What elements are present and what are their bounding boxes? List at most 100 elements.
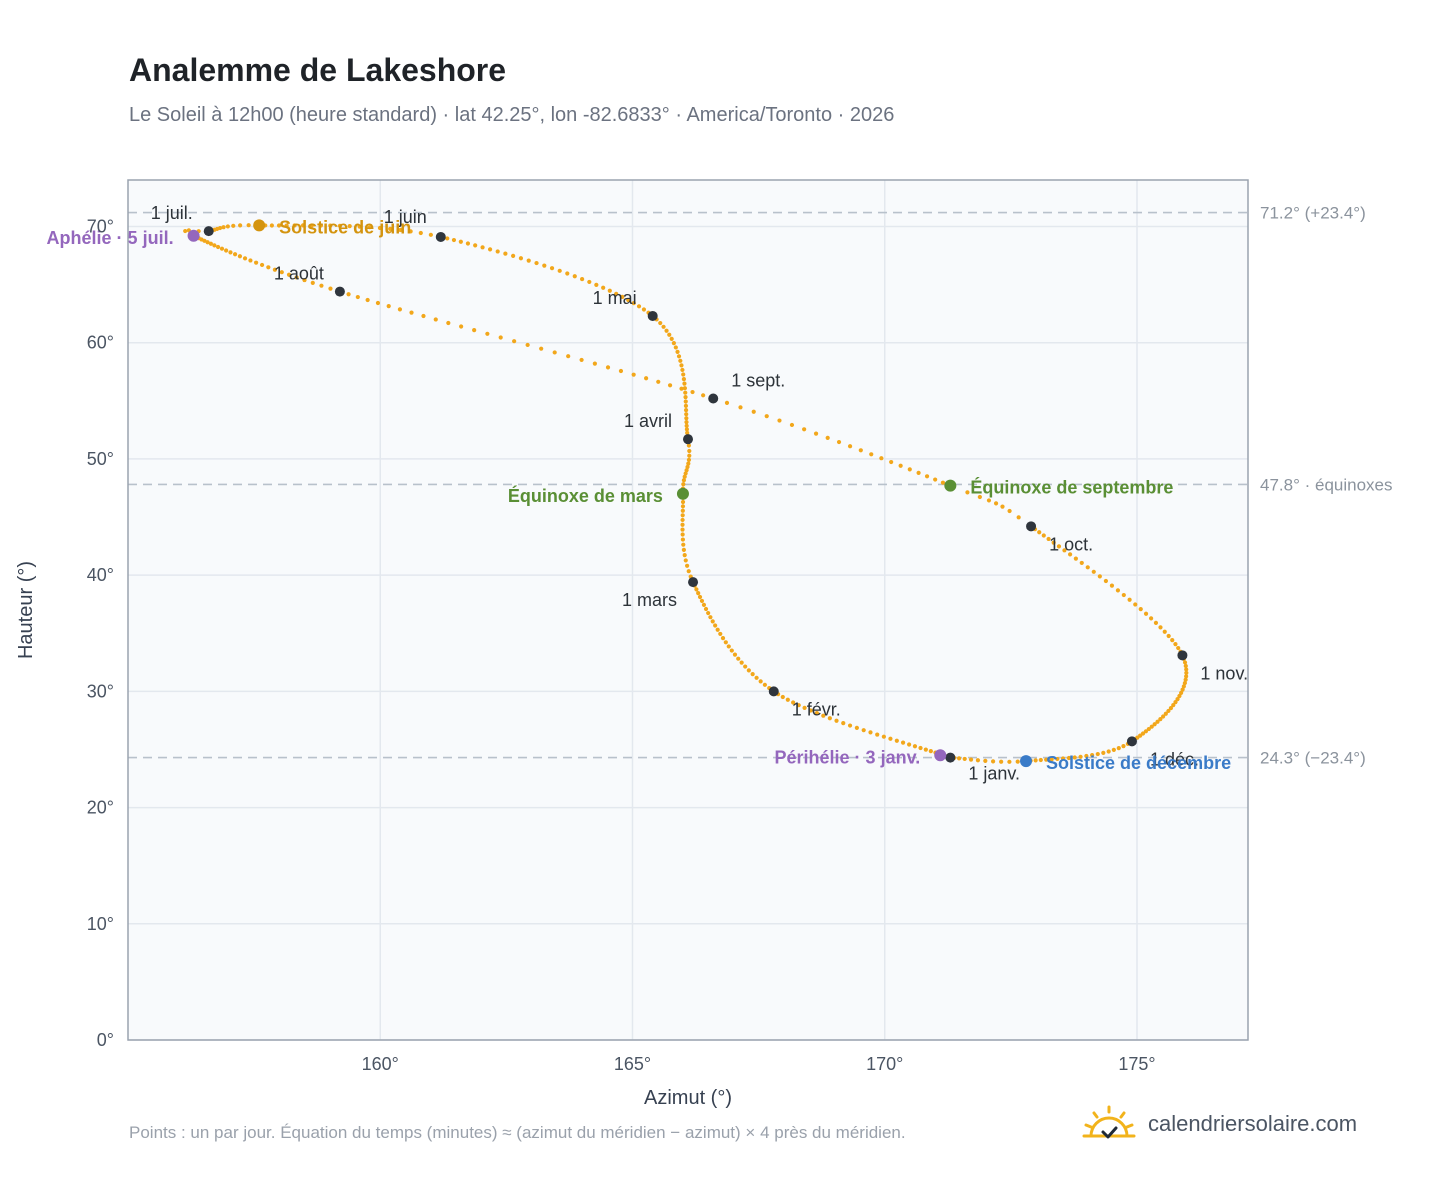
day-point xyxy=(718,631,723,637)
chart-title: Analemme de Lakeshore xyxy=(129,52,507,88)
reference-label: 24.3° (−23.4°) xyxy=(1260,749,1366,768)
x-axis-label: Azimut (°) xyxy=(644,1087,732,1109)
y-axis-label: Hauteur (°) xyxy=(15,561,37,659)
day-point xyxy=(485,331,490,336)
day-point xyxy=(1158,717,1163,722)
day-point xyxy=(1060,756,1066,761)
day-point xyxy=(542,263,547,268)
day-point xyxy=(1033,758,1038,763)
day-point xyxy=(916,470,921,475)
day-point xyxy=(685,430,690,435)
day-point xyxy=(1055,756,1060,762)
day-point xyxy=(1073,556,1078,561)
day-point xyxy=(1079,560,1084,566)
day-point xyxy=(212,243,217,248)
day-point xyxy=(1177,693,1182,699)
day-point xyxy=(1101,750,1106,755)
day-point xyxy=(993,501,999,506)
day-point xyxy=(579,357,584,363)
day-point xyxy=(318,223,324,228)
day-point xyxy=(1162,629,1167,634)
day-point xyxy=(814,711,819,716)
sun-check-icon xyxy=(1082,1105,1136,1139)
day-point xyxy=(1184,674,1189,679)
day-point xyxy=(237,254,243,259)
day-point xyxy=(658,320,663,326)
month-marker xyxy=(435,231,446,242)
day-point xyxy=(686,443,691,448)
day-point xyxy=(680,517,685,523)
day-point xyxy=(1183,677,1188,682)
day-point xyxy=(1181,684,1186,689)
x-tick-label: 160° xyxy=(362,1054,399,1074)
day-point xyxy=(687,453,692,458)
y-tick-label: 40° xyxy=(87,565,114,585)
x-tick-label: 165° xyxy=(614,1054,651,1074)
day-point xyxy=(246,223,251,228)
day-point xyxy=(968,757,974,762)
day-point xyxy=(480,245,485,250)
day-point xyxy=(764,414,769,419)
day-point xyxy=(525,342,530,348)
day-point xyxy=(723,640,728,645)
day-point xyxy=(684,468,689,473)
day-point xyxy=(1173,700,1178,705)
day-point xyxy=(875,732,880,737)
day-point xyxy=(594,282,599,287)
day-point xyxy=(1044,757,1049,762)
day-point xyxy=(685,464,690,470)
day-point xyxy=(355,294,360,300)
month-label: 1 juin xyxy=(384,207,427,227)
day-point xyxy=(292,223,297,228)
day-point xyxy=(620,294,625,299)
day-point xyxy=(681,542,686,547)
day-point xyxy=(1170,638,1175,643)
day-point xyxy=(539,346,544,351)
day-point xyxy=(310,280,315,285)
day-point xyxy=(983,758,988,763)
day-point xyxy=(276,223,282,228)
day-point xyxy=(433,317,438,322)
month-marker xyxy=(768,686,779,697)
day-point xyxy=(687,448,692,454)
day-point xyxy=(1106,749,1111,754)
day-point xyxy=(605,365,611,370)
event-label: Solstice de décembre xyxy=(1046,753,1231,773)
day-point xyxy=(601,285,606,290)
month-marker xyxy=(334,286,345,297)
day-point xyxy=(473,243,478,248)
day-point xyxy=(224,248,229,253)
day-point xyxy=(337,223,342,228)
day-point xyxy=(785,697,790,702)
day-point xyxy=(907,742,912,747)
day-point xyxy=(847,723,853,728)
day-point xyxy=(791,700,796,705)
event-marker xyxy=(944,479,957,492)
month-marker xyxy=(945,752,956,763)
day-point xyxy=(912,744,918,749)
grid-lines xyxy=(128,180,1248,1041)
day-point xyxy=(706,610,711,616)
day-point xyxy=(683,407,689,413)
day-point xyxy=(1138,607,1143,612)
day-point xyxy=(683,403,689,408)
day-point xyxy=(397,307,403,312)
day-point xyxy=(1183,663,1188,669)
x-tick-label: 170° xyxy=(866,1054,903,1074)
day-point xyxy=(1171,703,1176,708)
day-point xyxy=(1066,755,1071,761)
day-point xyxy=(923,747,928,752)
day-point xyxy=(228,250,233,255)
day-point xyxy=(701,393,706,398)
day-point xyxy=(836,439,842,445)
day-point xyxy=(965,490,970,495)
reference-label: 71.2° (+23.4°) xyxy=(1260,204,1366,223)
day-point xyxy=(1152,722,1157,727)
day-point xyxy=(421,313,426,319)
day-point xyxy=(986,498,992,503)
day-point xyxy=(1133,602,1138,607)
day-point xyxy=(1090,753,1095,758)
event-marker xyxy=(253,219,266,232)
brand[interactable]: calendriersolaire.com xyxy=(1082,1100,1357,1148)
day-point xyxy=(827,716,832,721)
